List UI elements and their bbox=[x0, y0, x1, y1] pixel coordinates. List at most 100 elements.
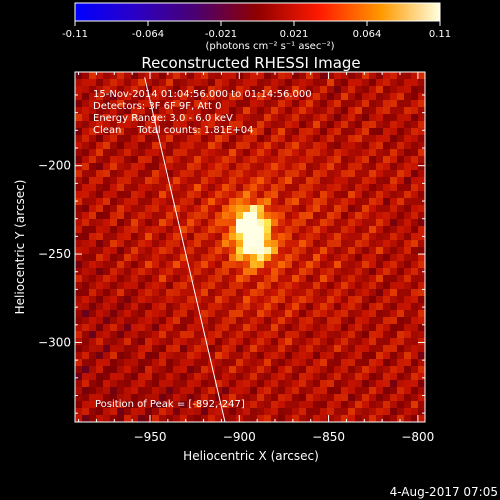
heatmap-pixel bbox=[327, 135, 335, 143]
heatmap-pixel bbox=[166, 387, 174, 395]
heatmap-pixel bbox=[264, 352, 272, 360]
heatmap-pixel bbox=[152, 261, 160, 269]
heatmap-pixel bbox=[327, 198, 335, 206]
heatmap-pixel bbox=[390, 261, 398, 269]
heatmap-pixel bbox=[208, 303, 216, 311]
heatmap-pixel bbox=[131, 303, 139, 311]
heatmap-pixel bbox=[306, 380, 314, 388]
heatmap-pixel bbox=[173, 233, 181, 241]
heatmap-pixel bbox=[390, 93, 398, 101]
heatmap-pixel bbox=[313, 163, 321, 171]
heatmap-pixel bbox=[96, 345, 104, 353]
heatmap-pixel bbox=[362, 366, 370, 374]
heatmap-pixel bbox=[145, 191, 153, 199]
heatmap-pixel bbox=[313, 233, 321, 241]
heatmap-pixel bbox=[138, 380, 146, 388]
heatmap-pixel bbox=[397, 212, 405, 220]
heatmap-pixel bbox=[362, 219, 370, 227]
heatmap-pixel bbox=[348, 289, 356, 297]
heatmap-pixel bbox=[96, 268, 104, 276]
heatmap-pixel bbox=[292, 156, 300, 164]
heatmap-pixel bbox=[250, 338, 258, 346]
heatmap-pixel bbox=[75, 86, 83, 94]
heatmap-pixel bbox=[355, 310, 363, 318]
heatmap-pixel bbox=[110, 128, 118, 136]
heatmap-pixel bbox=[110, 135, 118, 143]
heatmap-pixel bbox=[208, 107, 216, 115]
heatmap-pixel bbox=[369, 289, 377, 297]
heatmap-pixel bbox=[320, 72, 328, 80]
heatmap-pixel bbox=[313, 205, 321, 213]
heatmap-pixel bbox=[299, 184, 307, 192]
heatmap-pixel bbox=[75, 268, 83, 276]
heatmap-pixel bbox=[299, 121, 307, 129]
heatmap-pixel bbox=[124, 268, 132, 276]
heatmap-pixel bbox=[138, 79, 146, 87]
heatmap-pixel bbox=[250, 401, 258, 409]
heatmap-pixel bbox=[271, 254, 279, 262]
heatmap-pixel bbox=[194, 331, 202, 339]
heatmap-pixel bbox=[271, 170, 279, 178]
heatmap-pixel bbox=[383, 275, 391, 283]
heatmap-pixel bbox=[124, 408, 132, 416]
heatmap-pixel bbox=[376, 86, 384, 94]
heatmap-pixel bbox=[292, 128, 300, 136]
heatmap-pixel bbox=[124, 86, 132, 94]
heatmap-pixel bbox=[215, 135, 223, 143]
heatmap-pixel bbox=[264, 79, 272, 87]
heatmap-pixel bbox=[229, 317, 237, 325]
heatmap-pixel bbox=[75, 72, 83, 80]
heatmap-pixel bbox=[110, 303, 118, 311]
heatmap-pixel bbox=[292, 107, 300, 115]
heatmap-pixel bbox=[250, 114, 258, 122]
heatmap-pixel bbox=[369, 135, 377, 143]
heatmap-pixel bbox=[89, 401, 97, 409]
heatmap-pixel bbox=[411, 415, 419, 422]
heatmap-pixel bbox=[257, 303, 265, 311]
heatmap-pixel bbox=[173, 135, 181, 143]
heatmap-pixel bbox=[327, 401, 335, 409]
heatmap-pixel bbox=[166, 282, 174, 290]
heatmap-pixel bbox=[376, 205, 384, 213]
heatmap-pixel bbox=[124, 317, 132, 325]
heatmap-pixel bbox=[334, 345, 342, 353]
heatmap-pixel bbox=[159, 191, 167, 199]
heatmap-pixel bbox=[313, 324, 321, 332]
heatmap-pixel bbox=[215, 219, 223, 227]
heatmap-pixel bbox=[236, 394, 244, 402]
heatmap-pixel bbox=[313, 387, 321, 395]
heatmap-pixel bbox=[89, 142, 97, 150]
heatmap-pixel bbox=[411, 149, 419, 157]
heatmap-pixel bbox=[131, 310, 139, 318]
heatmap-pixel bbox=[271, 387, 279, 395]
heatmap-pixel bbox=[166, 247, 174, 255]
heatmap-pixel bbox=[229, 401, 237, 409]
heatmap-pixel bbox=[355, 86, 363, 94]
heatmap-pixel bbox=[264, 233, 272, 241]
heatmap-pixel bbox=[117, 366, 125, 374]
heatmap-pixel bbox=[320, 338, 328, 346]
heatmap-pixel bbox=[89, 128, 97, 136]
heatmap-pixel bbox=[376, 114, 384, 122]
heatmap-pixel bbox=[257, 177, 265, 185]
heatmap-pixel bbox=[334, 72, 342, 80]
heatmap-pixel bbox=[201, 261, 209, 269]
heatmap-pixel bbox=[327, 212, 335, 220]
heatmap-pixel bbox=[264, 408, 272, 416]
heatmap-pixel bbox=[327, 289, 335, 297]
heatmap-pixel bbox=[187, 275, 195, 283]
heatmap-pixel bbox=[348, 380, 356, 388]
heatmap-pixel bbox=[159, 415, 167, 422]
heatmap-pixel bbox=[103, 394, 111, 402]
heatmap-pixel bbox=[194, 121, 202, 129]
heatmap-pixel bbox=[271, 394, 279, 402]
heatmap-pixel bbox=[320, 268, 328, 276]
heatmap-pixel bbox=[313, 100, 321, 108]
heatmap-pixel bbox=[369, 86, 377, 94]
heatmap-pixel bbox=[411, 240, 419, 248]
heatmap-pixel bbox=[271, 93, 279, 101]
heatmap-pixel bbox=[341, 149, 349, 157]
heatmap-pixel bbox=[75, 275, 83, 283]
heatmap-pixel bbox=[236, 408, 244, 416]
heatmap-pixel bbox=[348, 345, 356, 353]
